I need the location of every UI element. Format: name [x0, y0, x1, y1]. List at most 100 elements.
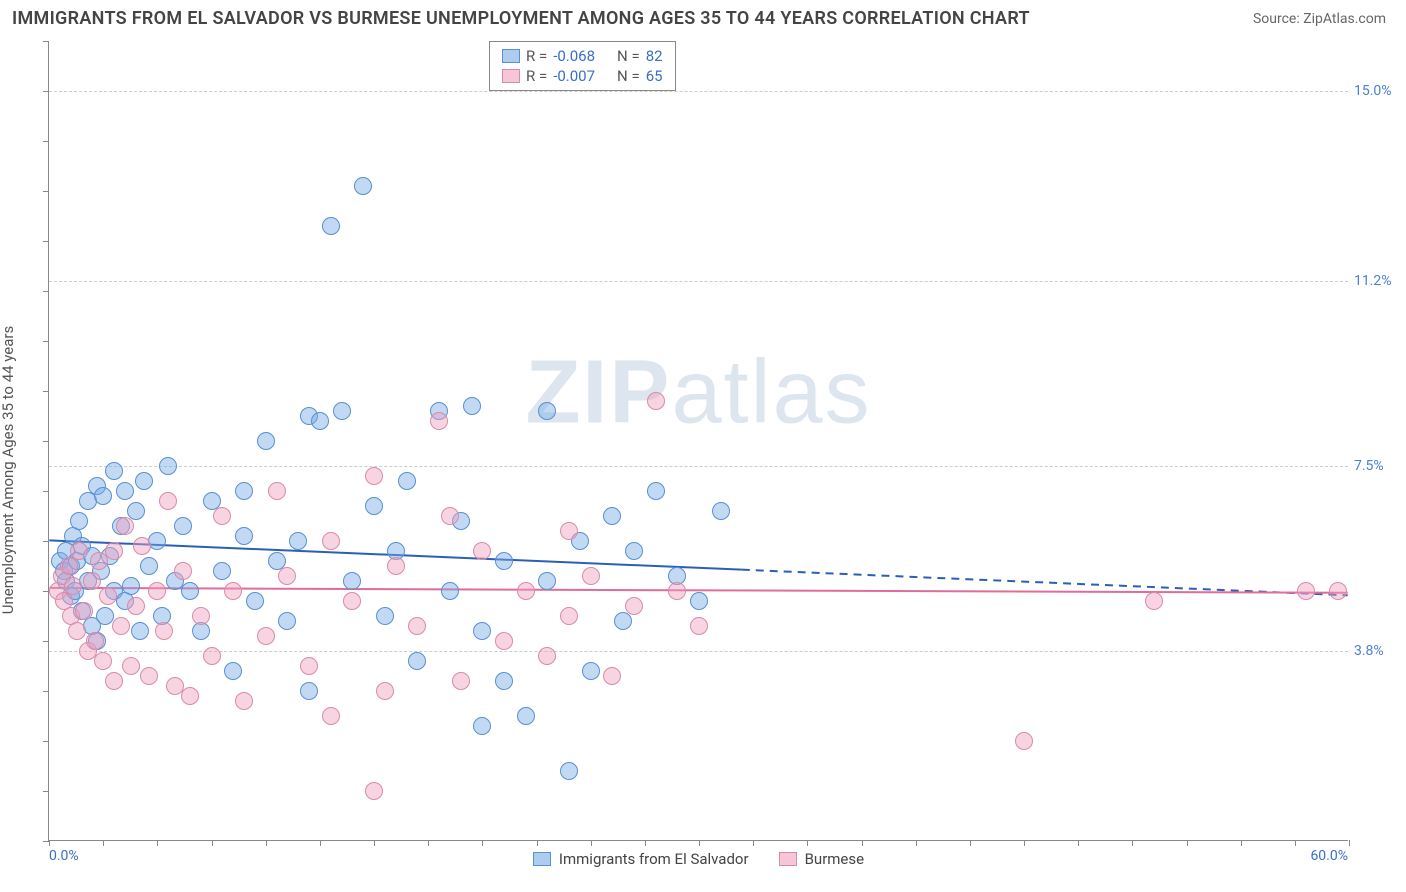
x-tick-mark: [970, 840, 971, 846]
scatter-point: [463, 397, 481, 415]
x-tick-mark: [916, 840, 917, 846]
scatter-point: [365, 467, 383, 485]
scatter-point: [174, 562, 192, 580]
legend-r-label: R =: [526, 47, 547, 65]
scatter-point: [582, 567, 600, 585]
x-tick-mark: [1295, 840, 1296, 846]
gridline: [49, 651, 1348, 652]
scatter-point: [1329, 582, 1347, 600]
scatter-point: [441, 582, 459, 600]
scatter-point: [582, 662, 600, 680]
scatter-point: [213, 562, 231, 580]
scatter-point: [140, 667, 158, 685]
scatter-point: [131, 622, 149, 640]
gridline: [49, 281, 1348, 282]
scatter-point: [603, 667, 621, 685]
scatter-point: [538, 402, 556, 420]
y-tick-mark: [43, 91, 49, 92]
x-tick-mark: [699, 840, 700, 846]
y-tick-mark: [43, 241, 49, 242]
scatter-point: [94, 652, 112, 670]
y-tick-mark: [43, 191, 49, 192]
y-tick-mark: [43, 641, 49, 642]
scatter-point: [376, 607, 394, 625]
scatter-point: [235, 527, 253, 545]
scatter-point: [116, 482, 134, 500]
scatter-point: [1145, 592, 1163, 610]
scatter-point: [1297, 582, 1315, 600]
scatter-point: [159, 492, 177, 510]
scatter-point: [86, 632, 104, 650]
scatter-point: [603, 507, 621, 525]
scatter-point: [322, 217, 340, 235]
scatter-point: [75, 602, 93, 620]
scatter-point: [560, 607, 578, 625]
scatter-point: [408, 652, 426, 670]
scatter-point: [495, 672, 513, 690]
scatter-point: [174, 517, 192, 535]
x-tick-mark: [862, 840, 863, 846]
y-tick-mark: [43, 41, 49, 42]
y-tick-label: 3.8%: [1354, 643, 1404, 659]
scatter-point: [376, 682, 394, 700]
source-attribution: Source: ZipAtlas.com: [1253, 11, 1386, 27]
x-tick-mark: [157, 840, 158, 846]
scatter-point: [64, 577, 82, 595]
scatter-point: [133, 537, 151, 555]
scatter-point: [647, 392, 665, 410]
scatter-point: [668, 582, 686, 600]
x-tick-mark: [807, 840, 808, 846]
scatter-point: [354, 177, 372, 195]
y-tick-mark: [43, 691, 49, 692]
scatter-point: [181, 687, 199, 705]
header: IMMIGRANTS FROM EL SALVADOR VS BURMESE U…: [0, 0, 1406, 33]
x-tick-mark: [374, 840, 375, 846]
scatter-point: [614, 612, 632, 630]
x-tick-mark: [1078, 840, 1079, 846]
legend-top-row: R =-0.068N =82: [502, 46, 663, 66]
plot-area: ZIPatlas R =-0.068N =82R =-0.007N =65 Im…: [48, 41, 1348, 841]
x-tick-mark: [591, 840, 592, 846]
scatter-point: [311, 412, 329, 430]
scatter-point: [365, 782, 383, 800]
scatter-point: [135, 472, 153, 490]
scatter-point: [127, 597, 145, 615]
legend-series-label: Immigrants from El Salvador: [559, 850, 749, 868]
gridline: [49, 91, 1348, 92]
y-tick-mark: [43, 441, 49, 442]
x-tick-mark: [753, 840, 754, 846]
scatter-point: [625, 542, 643, 560]
y-tick-mark: [43, 491, 49, 492]
series-legend: Immigrants from El SalvadorBurmese: [49, 850, 1348, 868]
scatter-point: [268, 482, 286, 500]
scatter-point: [148, 582, 166, 600]
scatter-point: [105, 462, 123, 480]
scatter-point: [1015, 732, 1033, 750]
legend-swatch: [779, 852, 797, 866]
y-tick-mark: [43, 391, 49, 392]
scatter-point: [224, 582, 242, 600]
legend-n-label: N =: [617, 47, 640, 65]
y-tick-mark: [43, 741, 49, 742]
scatter-point: [365, 497, 383, 515]
scatter-point: [192, 607, 210, 625]
scatter-point: [647, 482, 665, 500]
scatter-point: [246, 592, 264, 610]
trend-line: [742, 570, 1348, 596]
scatter-point: [122, 657, 140, 675]
scatter-point: [68, 622, 86, 640]
x-tick-mark: [645, 840, 646, 846]
scatter-point: [452, 672, 470, 690]
scatter-point: [159, 457, 177, 475]
scatter-point: [116, 517, 134, 535]
scatter-point: [257, 627, 275, 645]
scatter-point: [122, 577, 140, 595]
y-tick-mark: [43, 141, 49, 142]
scatter-point: [517, 707, 535, 725]
scatter-point: [235, 692, 253, 710]
legend-n-value: 82: [646, 47, 663, 65]
legend-r-label: R =: [526, 67, 547, 85]
scatter-point: [408, 617, 426, 635]
x-tick-mark: [482, 840, 483, 846]
scatter-point: [495, 552, 513, 570]
